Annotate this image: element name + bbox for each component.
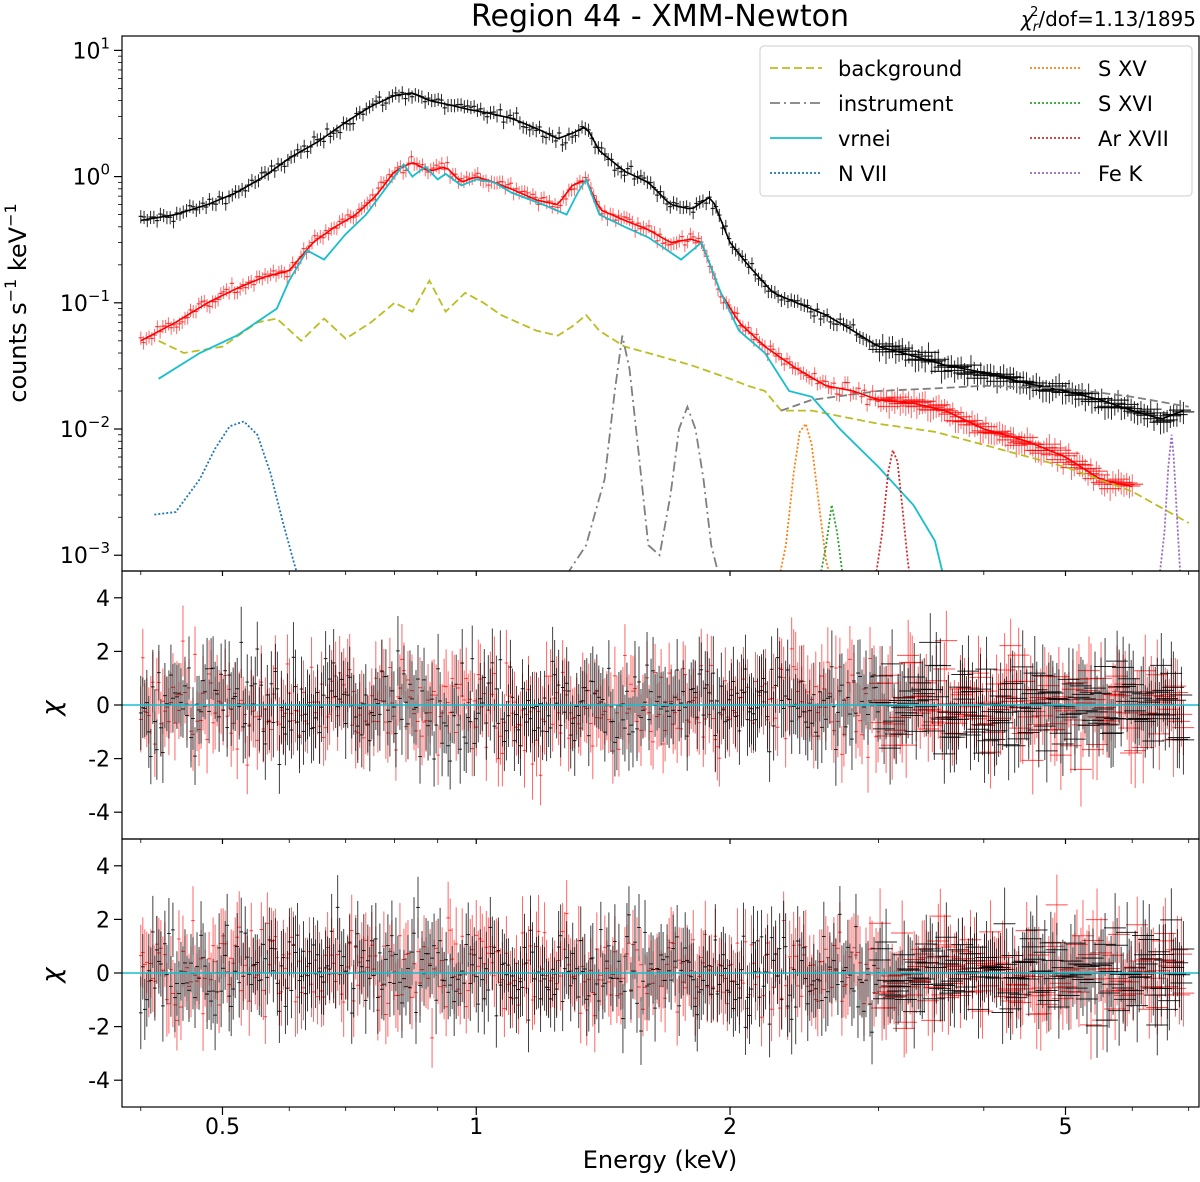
legend-entry: Ar XVII	[1030, 127, 1169, 151]
series-Ar-XVII	[875, 447, 910, 571]
fit-statistic: χr2/dof=1.13/1895	[1020, 5, 1196, 35]
y-tick-label: -4	[88, 801, 110, 826]
y-tick-label: 100	[72, 161, 110, 191]
legend-entry: S XVI	[1030, 92, 1153, 116]
y-tick-label: 10−1	[60, 287, 110, 317]
y-tick-label: 0	[96, 694, 110, 719]
residual-panel-1: -4 -2 0 2 4 χ	[37, 570, 1200, 840]
series-background	[158, 278, 1190, 524]
legend-entry: vrnei	[770, 127, 891, 151]
legend-label: S XV	[1098, 57, 1147, 81]
series-background-model-2-	[780, 384, 1189, 412]
spectrum-y-label: counts s−1 keV−1	[1, 203, 32, 402]
series-S-XVI	[820, 504, 844, 571]
series-N-VII	[154, 420, 298, 571]
series-S-XV	[779, 421, 830, 571]
legend-entry: Fe K	[1030, 162, 1144, 186]
chart-title: Region 44 - XMM-Newton	[471, 0, 849, 34]
y-tick-label: -2	[88, 748, 110, 773]
y-tick-label: 10−2	[60, 413, 110, 443]
series-red-data	[138, 150, 1144, 501]
legend-entry: S XV	[1030, 57, 1147, 81]
series-vrnei	[158, 162, 944, 571]
y-tick-label: 4	[96, 587, 110, 612]
legend-label: Ar XVII	[1098, 127, 1169, 151]
spectrum-panel: 10−3 10−2 10−1 100 101 counts s−1 keV−1 back…	[1, 34, 1200, 572]
legend-entry: background	[770, 57, 962, 81]
legend-label: N VII	[838, 162, 887, 186]
legend-frame	[759, 45, 1193, 197]
legend-label: Fe K	[1098, 162, 1144, 186]
legend-entry: N VII	[770, 162, 887, 186]
residual-series-data_black	[138, 875, 1195, 1065]
legend-label: S XVI	[1098, 92, 1153, 116]
series-Fe-K	[1159, 434, 1181, 571]
residual-y-label-1: χ	[37, 699, 67, 718]
legend-entry: instrument	[770, 92, 953, 116]
y-tick-label: 101	[72, 34, 110, 64]
series-instrument	[568, 335, 719, 571]
legend: background instrument vrnei N VII S XV S XVI A…	[759, 45, 1193, 197]
legend-label: vrnei	[838, 127, 891, 151]
residual-series-data_black	[138, 606, 1195, 794]
legend-label: instrument	[838, 92, 953, 116]
y-tick-label: 10−3	[60, 539, 110, 569]
model-curve-black-data	[140, 92, 1184, 420]
legend-label: background	[838, 57, 962, 81]
series-black-data	[138, 86, 1195, 435]
y-tick-label: 2	[96, 640, 110, 665]
